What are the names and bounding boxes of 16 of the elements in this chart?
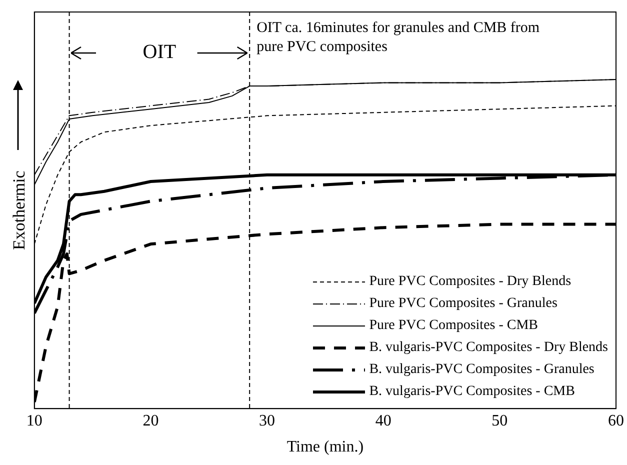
legend-label: B. vulgaris-PVC Composites - CMB xyxy=(369,384,575,400)
legend-label: Pure PVC Composites - Granules xyxy=(369,296,558,312)
legend-label: B. vulgaris-PVC Composites - Dry Blends xyxy=(369,340,608,356)
text: OIT ca. 16minutes for granules and CMB from pure PVC composites xyxy=(256,19,541,57)
x-tick-label: 60 xyxy=(608,412,624,430)
x-tick-label: 10 xyxy=(26,412,42,430)
x-tick-label: 50 xyxy=(492,412,508,430)
legend-label: Pure PVC Composites - Dry Blends xyxy=(369,274,572,290)
y-axis-title: Exothermic xyxy=(10,170,29,250)
text: OIT xyxy=(142,40,178,64)
legend-label: B. vulgaris-PVC Composites - Granules xyxy=(369,362,594,378)
x-tick-label: 20 xyxy=(142,412,159,430)
x-tick-label: 30 xyxy=(259,412,276,430)
x-axis-title: Time (min.) xyxy=(286,438,364,456)
x-tick-label: 40 xyxy=(375,412,392,430)
legend-label: Pure PVC Composites - CMB xyxy=(369,318,538,334)
